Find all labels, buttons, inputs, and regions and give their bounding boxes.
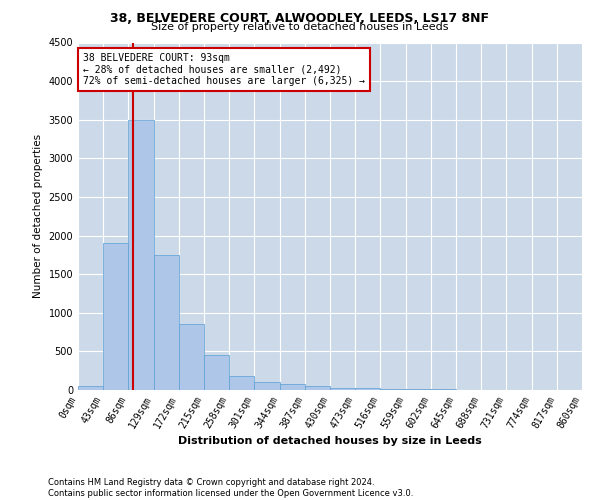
Bar bbox=[280, 384, 305, 390]
Bar bbox=[355, 388, 380, 390]
Text: 38 BELVEDERE COURT: 93sqm
← 28% of detached houses are smaller (2,492)
72% of se: 38 BELVEDERE COURT: 93sqm ← 28% of detac… bbox=[83, 53, 365, 86]
Bar bbox=[204, 355, 229, 390]
Text: 38, BELVEDERE COURT, ALWOODLEY, LEEDS, LS17 8NF: 38, BELVEDERE COURT, ALWOODLEY, LEEDS, L… bbox=[110, 12, 490, 26]
Bar bbox=[103, 244, 128, 390]
Text: Contains HM Land Registry data © Crown copyright and database right 2024.
Contai: Contains HM Land Registry data © Crown c… bbox=[48, 478, 413, 498]
Bar bbox=[305, 386, 330, 390]
Bar bbox=[229, 376, 254, 390]
Bar bbox=[78, 386, 103, 390]
Bar bbox=[406, 389, 431, 390]
Bar bbox=[380, 389, 406, 390]
Bar bbox=[154, 255, 179, 390]
Text: Size of property relative to detached houses in Leeds: Size of property relative to detached ho… bbox=[151, 22, 449, 32]
Bar bbox=[128, 120, 154, 390]
Bar bbox=[330, 388, 355, 390]
Y-axis label: Number of detached properties: Number of detached properties bbox=[33, 134, 43, 298]
Bar bbox=[254, 382, 280, 390]
X-axis label: Distribution of detached houses by size in Leeds: Distribution of detached houses by size … bbox=[178, 436, 482, 446]
Bar bbox=[179, 324, 204, 390]
